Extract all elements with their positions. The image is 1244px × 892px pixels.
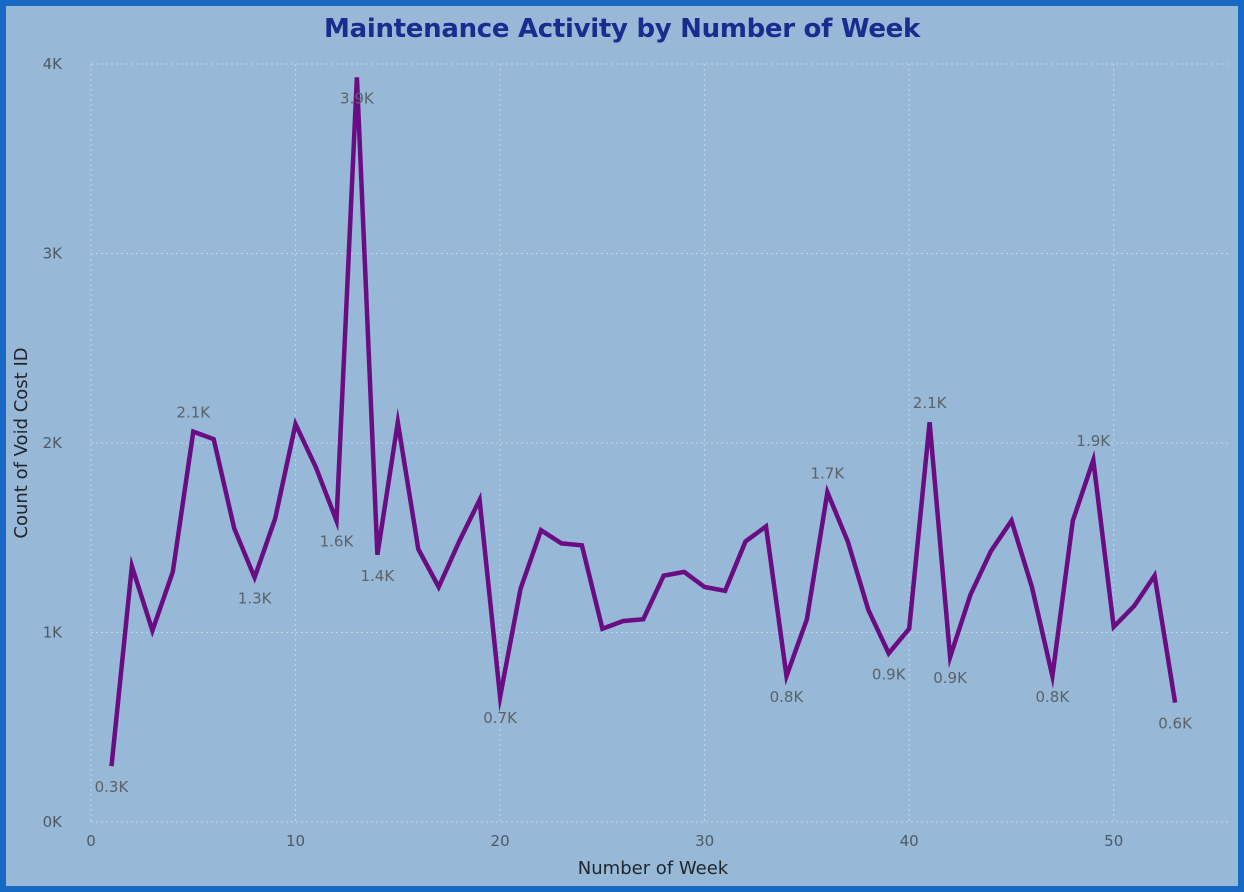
series-line-layer: [109, 77, 1178, 767]
data-label: 0.6K: [1158, 715, 1193, 733]
x-tick-label: 50: [1104, 832, 1123, 850]
data-label: 0.9K: [872, 665, 907, 683]
data-label: 1.9K: [1076, 432, 1111, 450]
series-line: [109, 77, 1178, 767]
data-label: 0.3K: [95, 778, 130, 796]
x-tick-label: 0: [86, 832, 96, 850]
x-tick-label: 30: [695, 832, 714, 850]
data-labels: 0.3K 2.1K 1.3K 1.6K 3.9K 1.4K 0.7K 0.8K 1.7K 0.9K…: [95, 89, 1193, 796]
x-axis-title: Number of Week: [578, 858, 729, 879]
data-label: 0.8K: [770, 688, 805, 706]
data-label: 3.9K: [340, 89, 375, 107]
x-tick-label: 20: [491, 832, 510, 850]
x-tick-label: 40: [900, 832, 919, 850]
y-tick-label: 0K: [43, 813, 64, 831]
data-label: 1.3K: [238, 590, 273, 608]
y-tick-label: 4K: [43, 55, 64, 73]
y-tick-label: 1K: [43, 624, 64, 642]
y-tick-label: 2K: [43, 434, 64, 452]
data-label: 1.6K: [320, 533, 355, 551]
data-label: 0.7K: [483, 709, 518, 727]
x-tick-label: 10: [286, 832, 305, 850]
data-label: 0.8K: [1036, 688, 1071, 706]
data-label: 0.9K: [933, 669, 968, 687]
y-tick-label: 3K: [43, 245, 64, 263]
data-label: 1.4K: [361, 567, 396, 585]
data-label: 1.7K: [811, 464, 846, 482]
data-label: 2.1K: [176, 404, 211, 422]
gridlines: [90, 63, 1230, 823]
y-axis-title: Count of Void Cost ID: [11, 347, 32, 538]
tick-labels: 0K 1K 2K 3K 4K 0 10 20 30 40 50: [43, 55, 1124, 850]
data-label: 2.1K: [913, 394, 948, 412]
chart-title: Maintenance Activity by Number of Week: [324, 14, 920, 44]
